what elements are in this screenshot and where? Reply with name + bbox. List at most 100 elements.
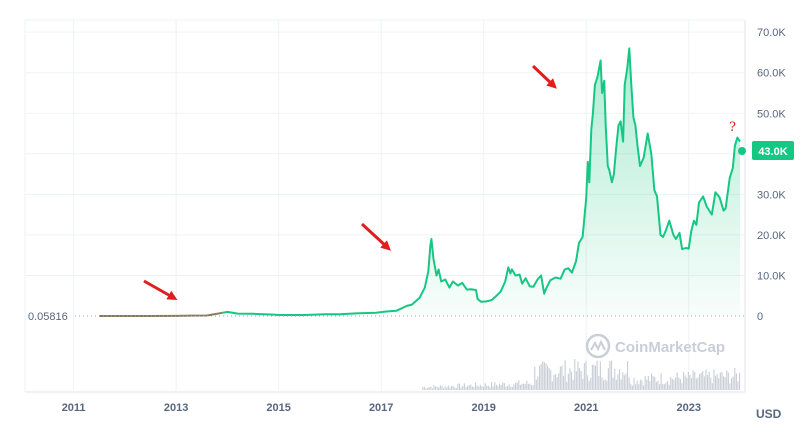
- annotation-question-mark: ?: [729, 120, 736, 135]
- volume-bar: [718, 378, 720, 390]
- volume-bar: [638, 384, 640, 390]
- x-tick-label: 2019: [471, 402, 495, 414]
- volume-bar: [547, 365, 549, 390]
- volume-bar: [582, 378, 584, 390]
- volume-bar: [724, 377, 726, 390]
- volume-bar: [473, 387, 475, 390]
- volume-bar: [444, 386, 446, 390]
- volume-bar: [507, 386, 509, 390]
- volume-bar: [571, 371, 573, 390]
- volume-bar: [491, 382, 493, 390]
- volume-bar: [699, 374, 701, 390]
- coinmarketcap-watermark: CoinMarketCap: [585, 333, 725, 359]
- volume-bar: [553, 374, 555, 390]
- volume-bar: [502, 382, 504, 390]
- volume-bar: [620, 379, 622, 390]
- volume-bar: [707, 374, 709, 390]
- x-tick-label: 2015: [266, 402, 290, 414]
- volume-bar: [534, 366, 536, 390]
- volume-bar: [633, 378, 635, 390]
- volume-bar: [708, 371, 710, 390]
- volume-bar: [651, 373, 653, 390]
- volume-bar: [719, 372, 721, 390]
- volume-bar: [526, 380, 528, 390]
- annotation-arrow-2013: [143, 279, 178, 300]
- volume-bar: [590, 377, 592, 390]
- annotation-arrow-2021: [531, 64, 557, 89]
- volume-bar: [563, 375, 565, 390]
- volume-bar: [652, 376, 654, 390]
- volume-bar: [668, 384, 670, 390]
- volume-bar: [558, 373, 560, 390]
- currency-label: USD: [756, 407, 782, 421]
- volume-bar: [611, 360, 613, 390]
- volume-bars: [422, 359, 741, 390]
- volume-bar: [583, 363, 585, 390]
- volume-bar: [499, 383, 501, 390]
- volume-bar: [681, 383, 683, 390]
- volume-bar: [625, 373, 627, 390]
- volume-bar: [604, 379, 606, 390]
- coinmarketcap-logo-icon: [585, 333, 611, 359]
- volume-bar: [449, 387, 451, 390]
- volume-bar: [545, 363, 547, 390]
- volume-bar: [663, 384, 665, 390]
- volume-bar: [465, 387, 467, 390]
- y-tick-label: 70.0K: [757, 27, 786, 39]
- volume-bar: [721, 372, 723, 390]
- volume-bar: [535, 379, 537, 390]
- y-tick-label: 20.0K: [757, 230, 786, 242]
- volume-bar: [607, 368, 609, 390]
- price-line: [99, 47, 741, 317]
- price-area-fill: [99, 48, 740, 317]
- volume-bar: [662, 384, 664, 390]
- current-price-dot: [738, 147, 746, 155]
- volume-bar: [686, 377, 688, 390]
- volume-bar: [452, 386, 454, 390]
- y-tick-label: 60.0K: [757, 68, 786, 80]
- volume-bar: [676, 372, 678, 390]
- volume-bar: [577, 361, 579, 390]
- volume-bar: [539, 365, 541, 390]
- volume-bar: [659, 384, 661, 390]
- volume-bar: [623, 375, 625, 390]
- volume-bar: [612, 377, 614, 390]
- volume-bar: [435, 386, 437, 390]
- volume-bar: [510, 386, 512, 390]
- volume-bar: [673, 379, 675, 390]
- volume-bar: [603, 380, 605, 390]
- volume-bar: [515, 382, 517, 390]
- volume-bar: [500, 385, 502, 390]
- volume-bar: [492, 386, 494, 390]
- volume-bar: [695, 378, 697, 390]
- volume-bar: [505, 386, 507, 390]
- volume-bar: [551, 381, 553, 390]
- volume-bar: [703, 376, 705, 390]
- volume-bar: [593, 364, 595, 390]
- volume-bar: [655, 381, 657, 390]
- volume-bar: [555, 374, 557, 390]
- volume-bar: [519, 384, 521, 390]
- volume-bar: [595, 365, 597, 390]
- volume-bar: [716, 374, 718, 390]
- volume-bar: [596, 360, 598, 390]
- volume-bar: [671, 379, 673, 390]
- volume-bar: [436, 387, 438, 390]
- volume-bar: [726, 370, 728, 390]
- volume-bar: [702, 370, 704, 390]
- volume-bar: [511, 387, 513, 390]
- volume-bar: [566, 381, 568, 390]
- volume-bar: [423, 386, 425, 390]
- volume-bar: [460, 387, 462, 390]
- y-tick-label: 10.0K: [757, 270, 786, 282]
- volume-bar: [732, 376, 734, 390]
- volume-bar: [428, 387, 430, 390]
- volume-bar: [483, 387, 485, 390]
- volume-bar: [636, 380, 638, 390]
- volume-bar: [646, 379, 648, 390]
- volume-bar: [559, 366, 561, 390]
- volume-bar: [478, 386, 480, 390]
- volume-bar: [484, 383, 486, 390]
- volume-bar: [587, 375, 589, 390]
- volume-bar: [609, 361, 611, 390]
